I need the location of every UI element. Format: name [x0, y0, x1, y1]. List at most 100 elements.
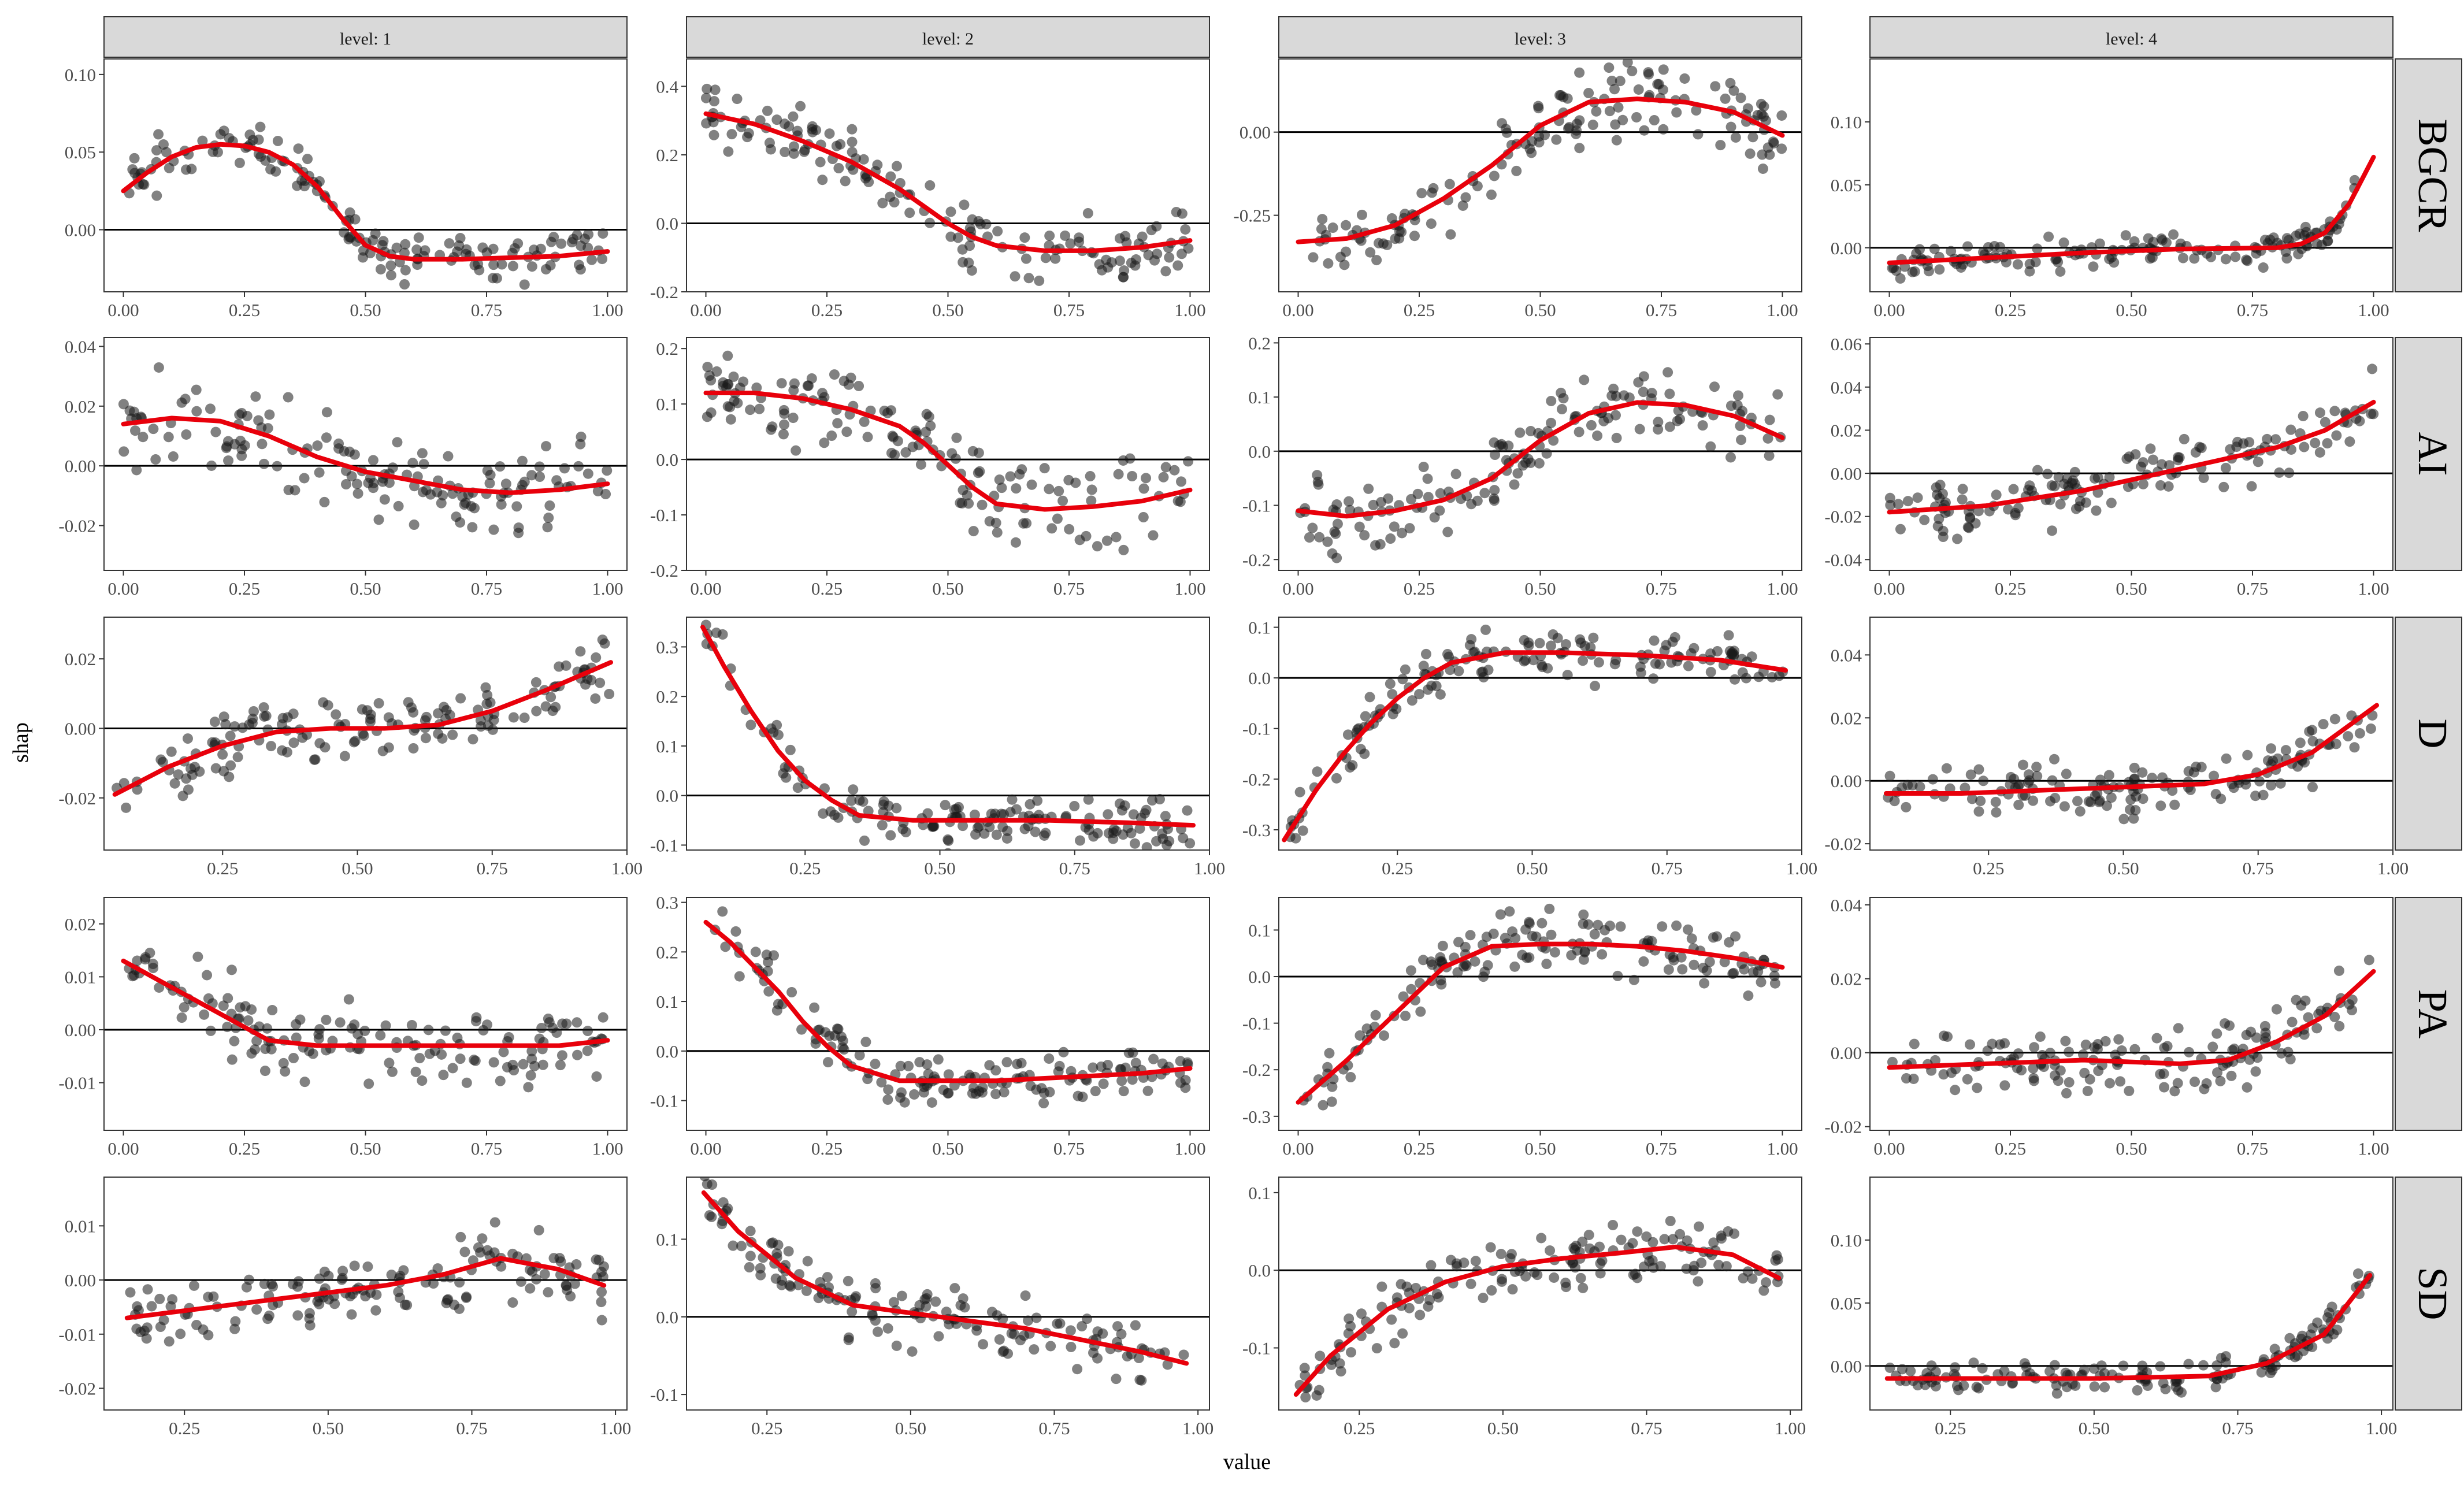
- data-point: [436, 498, 447, 509]
- panel-plot-area: [686, 906, 1209, 1109]
- x-tick-label: 1.00: [1174, 1138, 1205, 1159]
- data-point: [205, 1025, 216, 1036]
- data-point: [531, 1274, 542, 1285]
- data-point: [903, 1060, 914, 1071]
- data-point: [895, 1060, 906, 1071]
- panel-ai-level-2: -0.2-0.10.00.10.20.00 0.25 0.50 0.75 1.00: [650, 337, 1210, 599]
- data-point: [949, 1283, 960, 1294]
- data-point: [224, 771, 235, 782]
- data-point: [243, 1015, 254, 1026]
- data-point: [224, 133, 235, 144]
- y-tick-label: 0.0: [1248, 441, 1271, 462]
- data-point: [2120, 230, 2131, 241]
- data-point: [796, 1024, 807, 1035]
- data-point: [2061, 1382, 2072, 1393]
- panel-bgcr-level-3: -0.250.000.00 0.25 0.50 0.75 1.00: [1233, 58, 1802, 320]
- data-point: [2160, 1383, 2171, 1394]
- y-tick-label: 0.04: [65, 337, 97, 357]
- data-point: [1020, 1290, 1031, 1301]
- data-point: [2043, 231, 2054, 242]
- data-point: [2105, 1078, 2116, 1089]
- data-point: [1712, 646, 1723, 657]
- data-point: [1757, 163, 1768, 174]
- data-point: [582, 1045, 593, 1056]
- data-point: [166, 746, 177, 757]
- data-point: [1326, 1096, 1337, 1107]
- data-point: [1546, 395, 1557, 406]
- panel-d-level-4: -0.020.000.020.040.25 0.50 0.75 1.00: [1824, 617, 2409, 878]
- data-point: [762, 966, 773, 977]
- panel-plot-area: [1870, 1268, 2393, 1399]
- data-point: [2159, 1042, 2170, 1053]
- data-point: [2007, 1378, 2018, 1389]
- data-point: [335, 1017, 346, 1028]
- data-point: [1679, 73, 1690, 84]
- x-tick-label: 1.00: [1174, 300, 1205, 320]
- data-point: [1616, 1234, 1627, 1245]
- data-point: [1486, 189, 1497, 200]
- data-point: [1090, 1086, 1101, 1097]
- data-point: [530, 677, 541, 688]
- data-point: [582, 468, 593, 479]
- data-point: [914, 1300, 925, 1311]
- data-point: [482, 1019, 493, 1030]
- data-point: [958, 257, 968, 268]
- panel-plot-area: [686, 83, 1209, 286]
- data-point: [164, 1336, 175, 1347]
- data-point: [1396, 1279, 1407, 1290]
- data-point: [1610, 655, 1621, 666]
- data-point: [992, 527, 1003, 538]
- data-point: [2179, 433, 2190, 444]
- data-point: [542, 522, 553, 533]
- data-point: [745, 1250, 756, 1261]
- data-point: [1668, 952, 1679, 963]
- data-point: [1119, 265, 1130, 276]
- data-point: [230, 1316, 241, 1327]
- data-point: [717, 906, 728, 917]
- data-point: [833, 812, 844, 823]
- panel-d-level-1: -0.020.000.020.25 0.50 0.75 1.00: [58, 617, 643, 878]
- data-point: [2061, 1088, 2072, 1099]
- data-point: [2281, 233, 2292, 244]
- data-point: [1578, 1282, 1589, 1293]
- x-tick-label: 1.00: [592, 578, 623, 599]
- smooth-trend-line: [1296, 941, 1785, 1105]
- x-tick-label: 0.00: [107, 300, 139, 320]
- data-point: [2318, 719, 2329, 730]
- smooth-trend-line: [1884, 1272, 2373, 1381]
- data-point: [952, 232, 963, 243]
- data-point: [1719, 956, 1730, 967]
- data-point: [1725, 77, 1736, 88]
- x-tick-label: 0.75: [2237, 1138, 2268, 1159]
- data-point: [2215, 1075, 2226, 1086]
- data-point: [1649, 115, 1660, 126]
- data-point: [202, 970, 213, 981]
- panel-background: [1279, 59, 1802, 292]
- x-tick-label: 0.25: [789, 858, 821, 878]
- data-point: [234, 409, 245, 420]
- y-tick-label: -0.2: [650, 561, 678, 581]
- data-point: [565, 1291, 576, 1302]
- data-point: [882, 1094, 893, 1105]
- data-point: [1541, 448, 1552, 459]
- y-tick-label: 0.05: [1831, 175, 1862, 195]
- x-tick-label: 1.00: [2358, 578, 2389, 599]
- data-point: [2094, 797, 2105, 808]
- data-point: [1063, 474, 1074, 485]
- data-point: [191, 406, 202, 417]
- data-point: [1758, 101, 1769, 112]
- data-point: [1578, 909, 1589, 920]
- data-point: [1453, 937, 1464, 948]
- data-point: [1011, 483, 1022, 494]
- data-point: [2198, 1360, 2209, 1371]
- x-tick-label: 0.50: [350, 300, 381, 320]
- data-point: [1574, 143, 1585, 154]
- data-point: [246, 1004, 257, 1015]
- data-point: [847, 147, 858, 158]
- data-point: [770, 1273, 781, 1284]
- data-point: [2082, 1085, 2093, 1096]
- data-point: [1611, 135, 1622, 146]
- data-point: [2331, 430, 2342, 441]
- data-point: [2329, 406, 2340, 417]
- data-point: [799, 146, 810, 157]
